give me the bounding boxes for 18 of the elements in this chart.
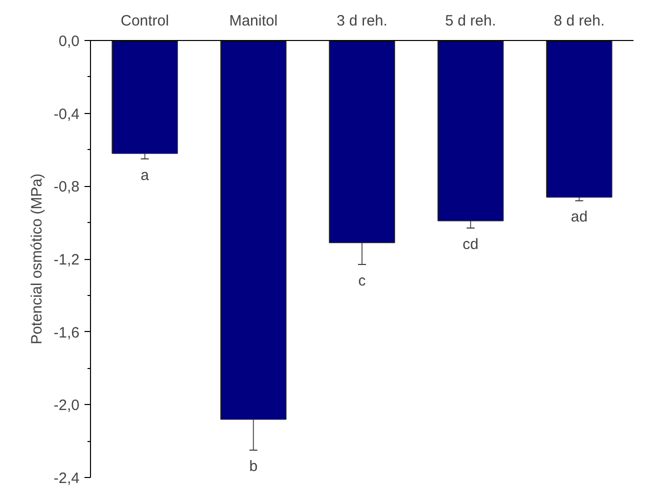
- x-tick-label: Manitol: [229, 12, 278, 30]
- annotation: c: [358, 272, 366, 290]
- y-tick-label: -1,6: [54, 324, 80, 342]
- y-tick-label: -0,8: [54, 178, 80, 196]
- y-axis-title: Potencial osmótico (MPa): [28, 174, 46, 344]
- x-tick-label: 3 d reh.: [336, 12, 388, 30]
- x-tick-label: Control: [120, 12, 169, 30]
- y-tick-label: -2,0: [54, 397, 80, 414]
- y-tick-label: 0,0: [58, 33, 80, 50]
- annotation: a: [140, 166, 150, 184]
- y-tick-label: -2,4: [54, 470, 80, 487]
- x-tick-label: 5 d reh.: [445, 12, 496, 30]
- annotation: ad: [570, 208, 588, 226]
- annotation: b: [249, 458, 258, 476]
- y-tick-label: -0,4: [54, 106, 80, 123]
- annotation: cd: [462, 236, 479, 254]
- x-tick-label: 8 d reh.: [554, 12, 605, 30]
- y-tick-label: -1,2: [54, 252, 80, 268]
